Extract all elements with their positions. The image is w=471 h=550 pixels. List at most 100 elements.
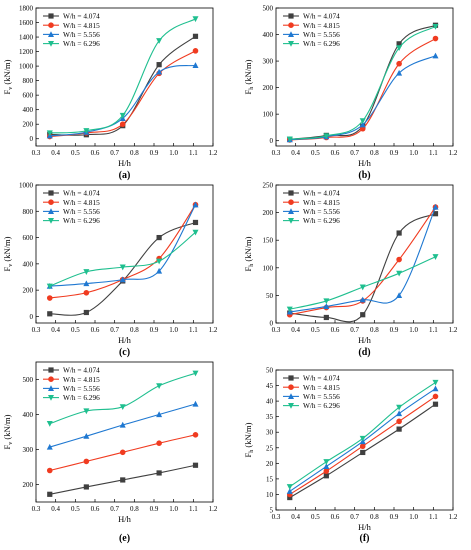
legend-entry: W/h = 4.074 (303, 12, 340, 21)
legend-marker (288, 208, 294, 214)
x-tick-label: 0.8 (370, 149, 379, 157)
y-tick-label: 1400 (19, 34, 34, 42)
legend-entry: W/h = 6.296 (303, 39, 340, 48)
plot-frame (35, 361, 214, 503)
y-axis-label: Fv (kN/m) (2, 59, 14, 94)
data-point (120, 477, 126, 483)
x-tick-label: 0.5 (71, 149, 80, 157)
data-point (192, 33, 199, 39)
x-tick-label: 0.4 (51, 326, 60, 334)
y-tick-label: 45 (266, 382, 274, 390)
data-point (156, 470, 162, 476)
panel-label: (d) (358, 347, 370, 358)
x-tick-label: 0.3 (32, 149, 41, 157)
y-axis-label-unit: (kN/m) (2, 236, 12, 263)
legend-marker (288, 403, 294, 409)
x-tick-label: 0.6 (331, 326, 340, 334)
x-tick-label: 0.8 (130, 505, 139, 513)
data-point (323, 468, 330, 474)
data-point (360, 449, 366, 456)
data-point (359, 296, 366, 303)
x-tick-label: 1.1 (189, 149, 198, 157)
x-tick-label: 0.5 (71, 505, 80, 513)
y-tick-label: 400 (263, 31, 274, 39)
data-point (360, 312, 366, 318)
data-point (396, 45, 403, 52)
legend-entry: W/h = 4.815 (303, 198, 340, 207)
y-axis-label-subscript: h (249, 264, 255, 267)
x-tick-label: 0.4 (51, 505, 60, 513)
y-tick-label: 1000 (19, 63, 34, 71)
data-point (432, 52, 439, 59)
data-point (432, 23, 439, 30)
legend-marker (288, 393, 294, 399)
legend-marker (48, 376, 54, 383)
legend-entry: W/h = 6.296 (303, 216, 340, 225)
x-tick-label: 0.6 (331, 149, 340, 157)
series-3 (46, 201, 199, 289)
x-tick-label: 1.0 (169, 149, 178, 157)
x-tick-label: 0.9 (390, 149, 399, 157)
y-tick-label: 0 (270, 320, 274, 328)
x-tick-label: 0.3 (32, 326, 41, 334)
data-point (432, 203, 439, 210)
x-tick-label: 0.4 (291, 326, 300, 334)
y-tick-label: 800 (23, 77, 34, 85)
data-point (192, 201, 199, 208)
x-axis-label: H/h (358, 335, 372, 345)
legend-marker (48, 395, 54, 401)
y-axis-label-subscript: v (8, 442, 14, 445)
series-1 (47, 462, 199, 497)
x-tick-label: 1.2 (449, 149, 458, 157)
panel-label: (b) (358, 170, 370, 181)
data-point (287, 494, 293, 501)
x-tick-label: 1.2 (209, 326, 218, 334)
legend-marker (48, 385, 54, 391)
y-axis-label-unit: (kN/m) (2, 414, 12, 441)
x-tick-label: 0.6 (91, 149, 100, 157)
data-point (46, 130, 53, 137)
y-tick-label: 100 (263, 111, 274, 119)
data-point (83, 309, 89, 316)
data-point (83, 128, 90, 134)
data-point (396, 426, 402, 432)
series-2 (46, 48, 199, 140)
data-point (286, 488, 293, 494)
y-tick-label: 0 (30, 135, 34, 143)
plot-frame (275, 184, 454, 324)
x-tick-label: 0.8 (130, 326, 139, 334)
legend-marker (48, 22, 54, 29)
legend-marker (288, 375, 294, 381)
data-point (396, 404, 403, 411)
x-tick-label: 1.1 (189, 505, 198, 513)
y-axis-label-unit: (kN/m) (243, 422, 253, 449)
x-tick-label: 0.7 (350, 513, 359, 521)
data-point (286, 136, 293, 143)
y-axis-label: Fv (kN/m) (2, 414, 14, 449)
data-point (323, 303, 330, 310)
legend-entry: W/h = 4.815 (303, 383, 340, 392)
series-4 (286, 254, 439, 313)
y-axis-label-unit: (kN/m) (243, 59, 253, 86)
x-axis-label: H/h (118, 335, 132, 345)
data-point (119, 264, 126, 271)
legend-entry: W/h = 4.815 (63, 21, 100, 30)
data-point (432, 393, 439, 400)
plot-frame (35, 7, 214, 147)
y-axis-label-subscript: h (249, 87, 255, 90)
legend-marker (48, 367, 54, 373)
y-tick-label: 500 (263, 5, 274, 13)
y-tick-label: 1200 (19, 48, 34, 56)
data-point (83, 458, 90, 465)
panel-label: (f) (360, 533, 370, 544)
legend-entry: W/h = 6.296 (63, 39, 100, 48)
legend-entry: W/h = 4.074 (303, 374, 340, 383)
y-tick-label: 1000 (19, 182, 34, 190)
data-point (359, 121, 366, 128)
data-point (396, 69, 403, 76)
x-tick-label: 0.6 (91, 505, 100, 513)
legend-entry: W/h = 4.074 (63, 366, 100, 375)
data-point (323, 133, 330, 140)
